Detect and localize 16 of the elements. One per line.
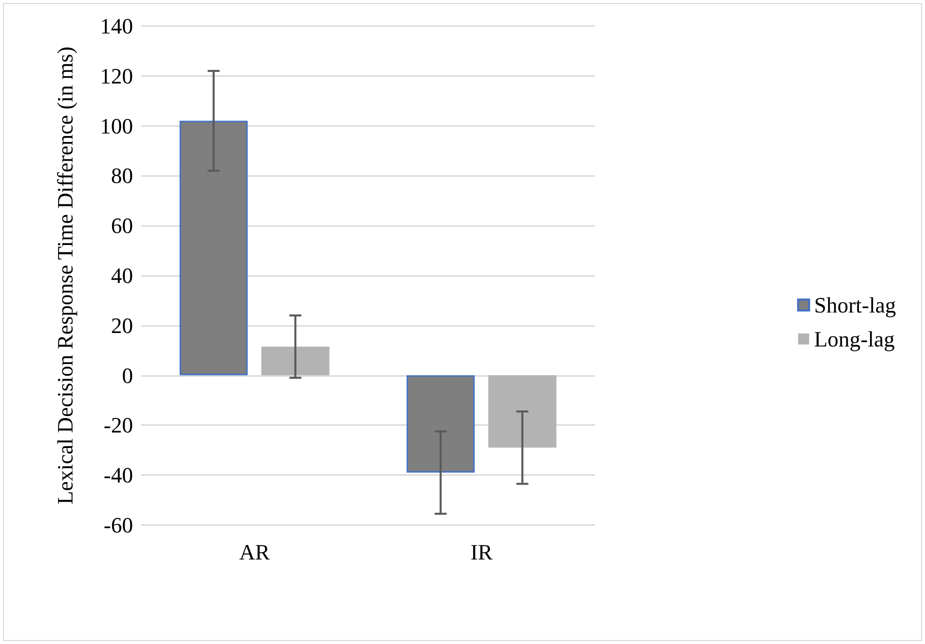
y-axis-title: Lexical Decision Response Time Difference (in ms) [52,46,78,504]
y-tick-label: 0 [122,362,133,388]
legend-label: Long-lag [814,326,895,352]
y-tick-label: 80 [111,163,133,188]
y-tick-label: -40 [104,462,133,488]
y-tick-label: 120 [100,63,133,88]
y-tick-label: -20 [104,412,133,438]
y-tick-label: 100 [100,113,133,138]
y-tick-label: 140 [100,14,133,38]
y-tick-label: -60 [104,512,133,538]
x-tick-label: IR [470,540,493,564]
x-tick-label: AR [239,540,270,564]
y-tick-label: 40 [111,263,133,288]
y-tick-label: 60 [111,213,133,238]
y-tick-label: 20 [111,312,133,338]
legend-label: Short-lag [814,292,896,318]
